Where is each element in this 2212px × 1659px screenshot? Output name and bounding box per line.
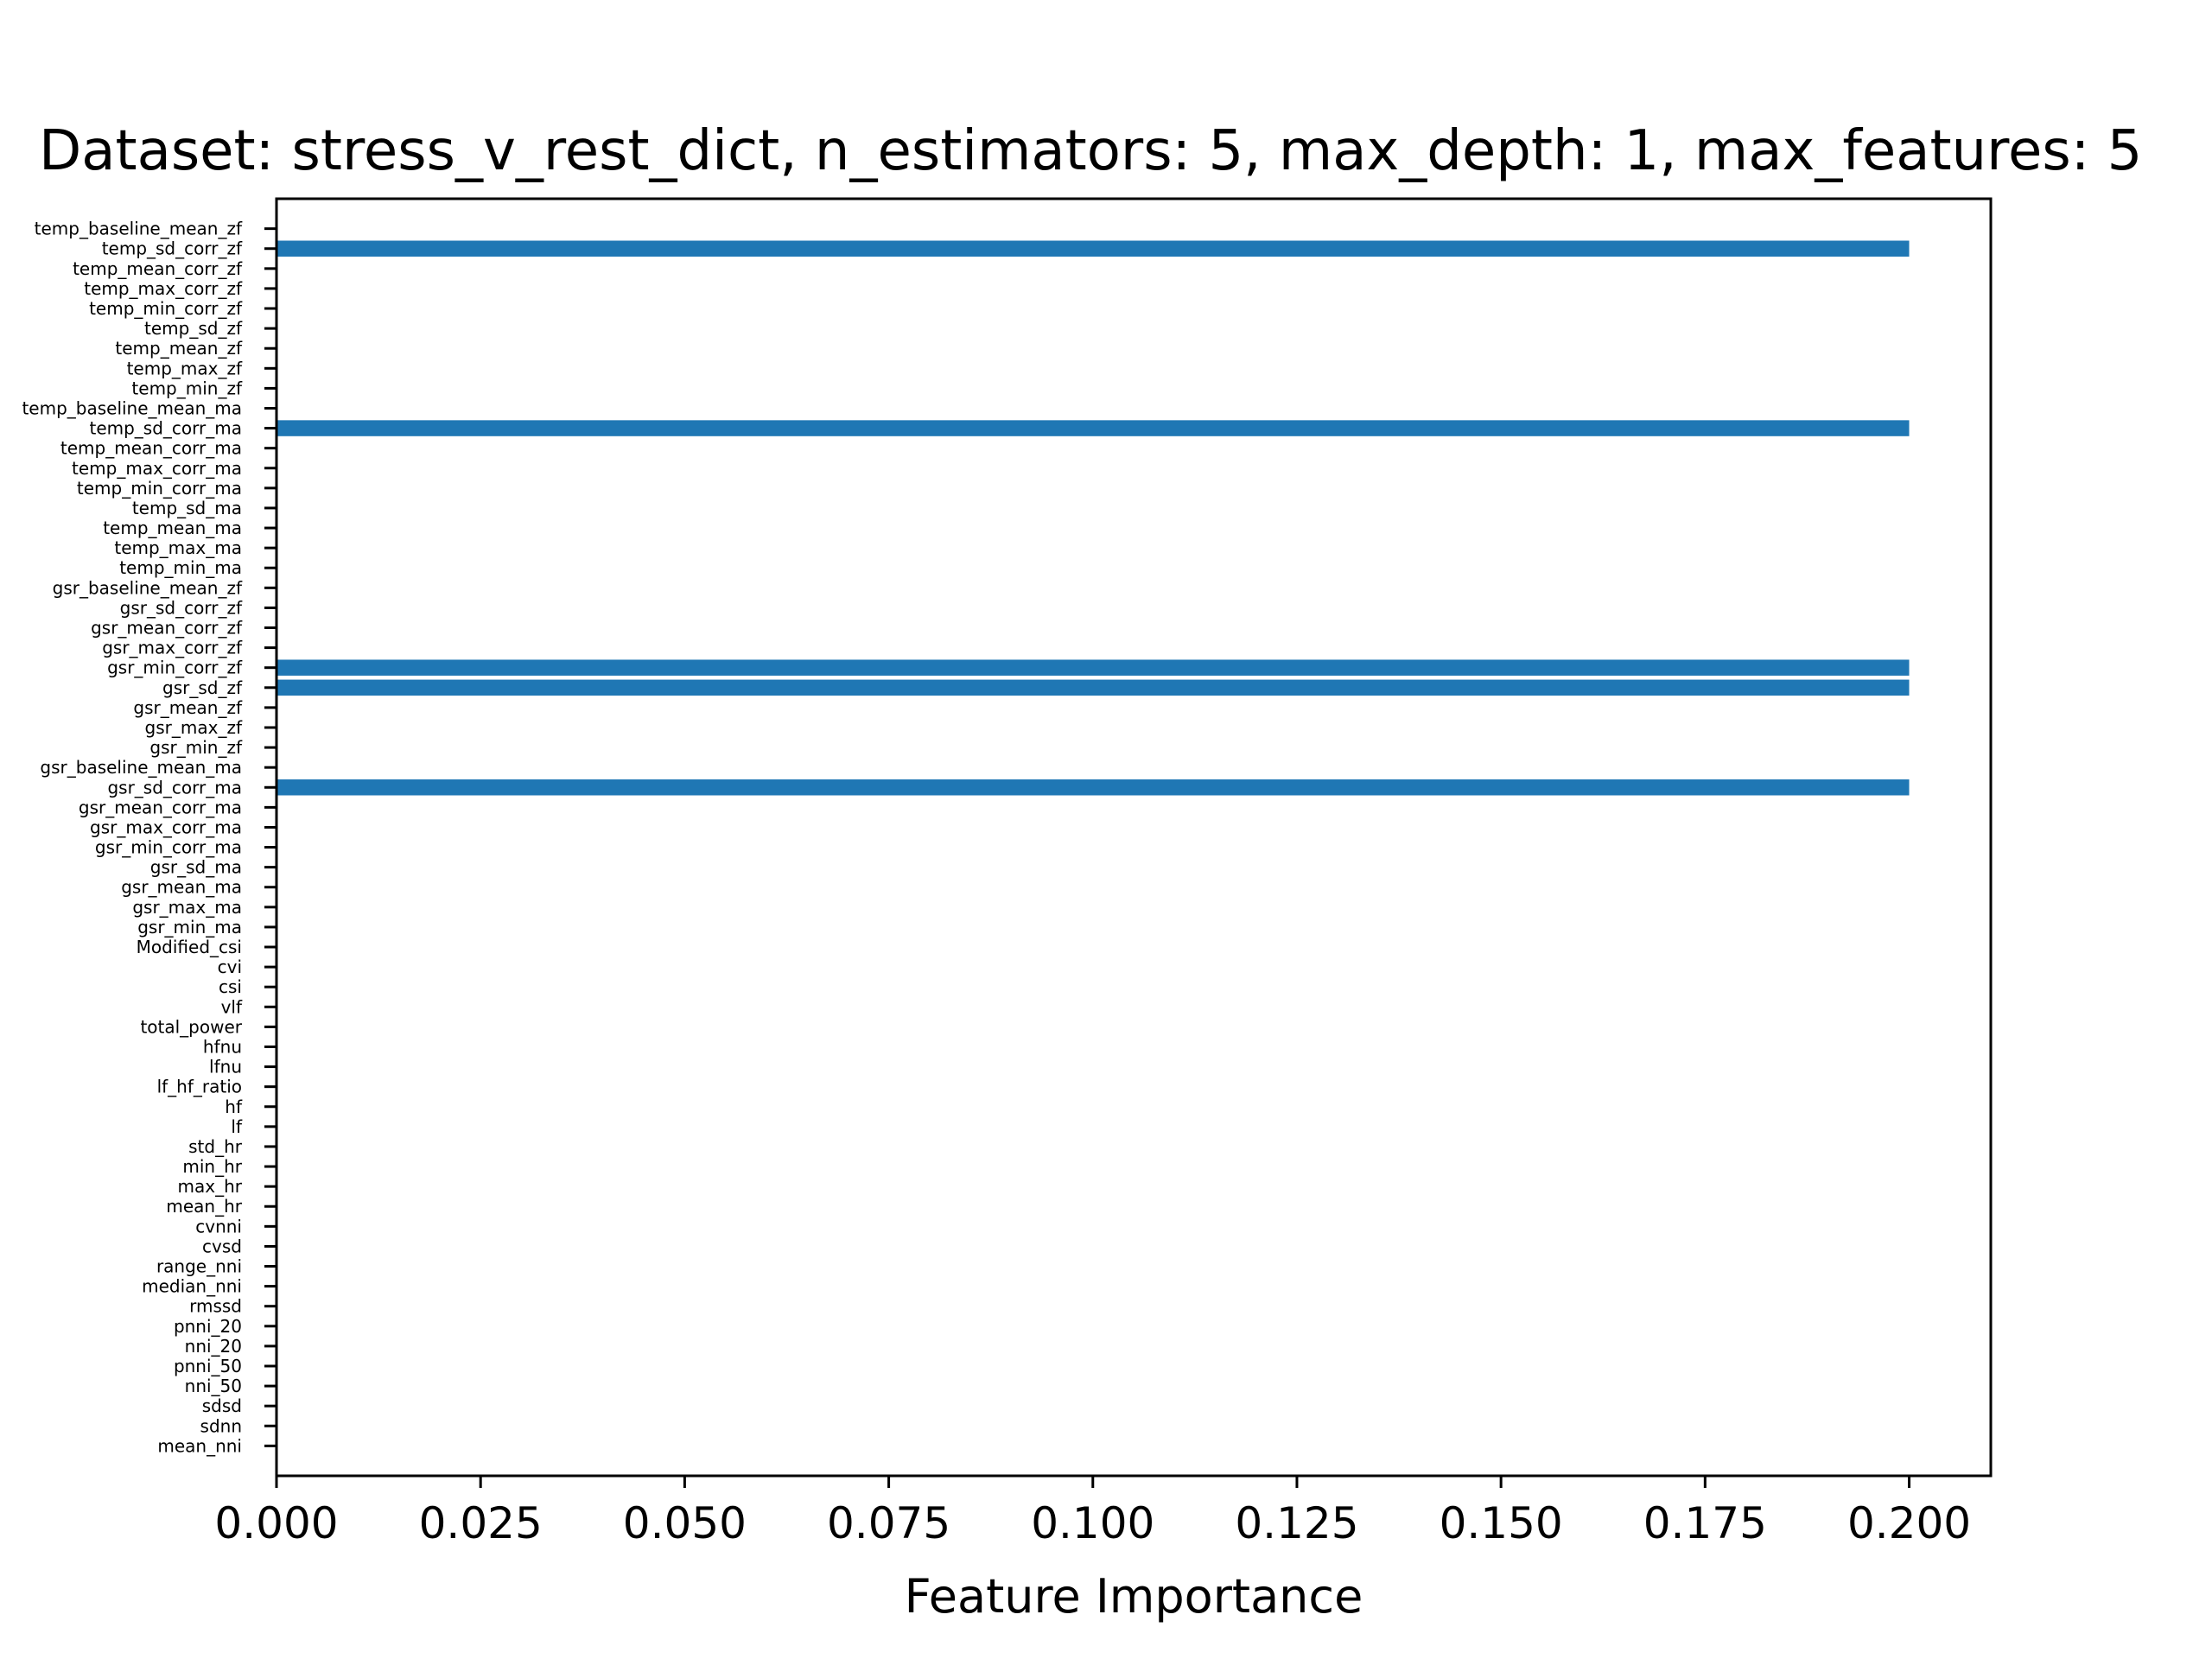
- y-tick-label: gsr_max_corr_ma: [90, 817, 242, 837]
- y-tick-label: temp_min_corr_zf: [89, 298, 243, 319]
- plot-frame: [275, 197, 1993, 1478]
- y-tick-label: temp_baseline_mean_zf: [35, 219, 243, 239]
- y-tick-label: nni_50: [185, 1376, 242, 1396]
- y-tick-label: gsr_min_corr_ma: [95, 837, 242, 858]
- y-tick-label: temp_max_corr_zf: [84, 278, 243, 299]
- x-tick-label: 0.175: [1643, 1498, 1767, 1548]
- y-tick-label: gsr_baseline_mean_ma: [40, 757, 242, 778]
- y-tick-label: temp_mean_corr_ma: [60, 438, 242, 459]
- y-tick-label: temp_baseline_mean_ma: [22, 397, 242, 418]
- y-tick-label: gsr_mean_ma: [121, 877, 242, 898]
- y-tick-label: temp_sd_ma: [132, 498, 242, 518]
- y-tick-label: temp_max_zf: [127, 358, 243, 378]
- x-tick-label: 0.200: [1847, 1498, 1971, 1548]
- y-tick-label: mean_nni: [157, 1435, 242, 1456]
- y-tick-label: gsr_mean_corr_zf: [91, 618, 243, 639]
- y-tick-label: vlf: [221, 996, 243, 1017]
- y-tick-label: mean_hr: [166, 1196, 242, 1217]
- y-tick-label: median_nni: [142, 1276, 242, 1297]
- y-tick-label: pnni_50: [174, 1356, 242, 1376]
- y-tick-label: cvsd: [202, 1236, 242, 1256]
- chart-title: Dataset: stress_v_rest_dict, n_estimator…: [39, 119, 2142, 183]
- x-tick-label: 0.150: [1440, 1498, 1563, 1548]
- y-tick-label: gsr_max_zf: [145, 717, 243, 738]
- y-tick-label: temp_min_corr_ma: [77, 478, 242, 499]
- x-axis-label: Feature Importance: [905, 1569, 1363, 1624]
- y-tick-label: cvi: [218, 957, 242, 977]
- y-tick-label: gsr_sd_ma: [150, 857, 242, 878]
- y-tick-label: nni_20: [185, 1336, 242, 1357]
- y-tick-label: temp_sd_zf: [144, 318, 243, 339]
- y-tick-label: temp_min_ma: [119, 557, 242, 578]
- y-tick-label: sdnn: [200, 1415, 242, 1436]
- y-tick-label: gsr_min_zf: [149, 737, 243, 758]
- y-tick-label: csi: [219, 976, 242, 997]
- y-tick-label: cvnni: [195, 1216, 242, 1236]
- y-tick-label: temp_mean_zf: [115, 338, 243, 359]
- x-tick-label: 0.000: [214, 1498, 338, 1548]
- x-tick-label: 0.025: [419, 1498, 543, 1548]
- y-tick-label: temp_mean_corr_zf: [73, 258, 243, 279]
- bars-group: [276, 240, 1910, 796]
- y-tick-label: gsr_max_ma: [132, 897, 242, 918]
- y-axis: mean_nnisdnnsdsdnni_50pnni_50nni_20pnni_…: [22, 219, 276, 1456]
- y-tick-label: temp_min_zf: [131, 378, 243, 398]
- x-tick-label: 0.100: [1031, 1498, 1154, 1548]
- y-tick-label: hf: [225, 1096, 243, 1117]
- bar-gsr_min_corr_zf: [276, 659, 1910, 676]
- y-tick-label: total_power: [140, 1016, 242, 1037]
- y-tick-label: max_hr: [178, 1176, 243, 1197]
- y-tick-label: hfnu: [203, 1036, 242, 1057]
- y-tick-label: gsr_mean_corr_ma: [79, 797, 242, 817]
- y-tick-label: min_hr: [182, 1156, 242, 1177]
- y-tick-label: temp_sd_corr_ma: [89, 418, 242, 439]
- y-tick-label: rmssd: [189, 1296, 242, 1317]
- y-tick-label: Modified_csi: [137, 937, 242, 957]
- y-tick-label: gsr_mean_zf: [133, 697, 243, 718]
- y-tick-label: gsr_min_ma: [137, 917, 242, 938]
- y-tick-label: gsr_sd_corr_ma: [107, 777, 242, 798]
- y-tick-label: temp_sd_corr_zf: [102, 238, 243, 259]
- y-tick-label: lf_hf_ratio: [157, 1077, 242, 1097]
- y-tick-label: temp_max_corr_ma: [72, 458, 242, 479]
- bar-temp_sd_corr_zf: [276, 240, 1910, 257]
- bar-gsr_sd_corr_ma: [276, 779, 1910, 796]
- x-tick-label: 0.125: [1235, 1498, 1358, 1548]
- y-tick-label: sdsd: [202, 1395, 242, 1416]
- y-tick-label: temp_mean_ma: [103, 518, 242, 538]
- y-tick-label: lf: [231, 1116, 243, 1137]
- y-tick-label: gsr_sd_corr_zf: [120, 597, 243, 618]
- y-tick-label: std_hr: [188, 1136, 243, 1157]
- x-tick-label: 0.050: [623, 1498, 747, 1548]
- bar-temp_sd_corr_ma: [276, 420, 1910, 436]
- y-tick-label: gsr_max_corr_zf: [102, 638, 243, 658]
- y-tick-label: range_nni: [156, 1256, 242, 1277]
- bar-gsr_sd_zf: [276, 679, 1910, 696]
- y-tick-label: temp_max_ma: [114, 537, 242, 558]
- y-tick-label: lfnu: [209, 1057, 242, 1077]
- x-axis: 0.000 0.025 0.050 0.075 0.100 0.125 0.150 0.175…: [214, 1476, 1971, 1548]
- y-tick-label: gsr_baseline_mean_zf: [53, 577, 243, 598]
- x-tick-label: 0.075: [827, 1498, 950, 1548]
- y-tick-label: pnni_20: [174, 1316, 242, 1337]
- y-tick-label: gsr_min_corr_zf: [107, 658, 243, 678]
- y-tick-label: gsr_sd_zf: [162, 677, 243, 698]
